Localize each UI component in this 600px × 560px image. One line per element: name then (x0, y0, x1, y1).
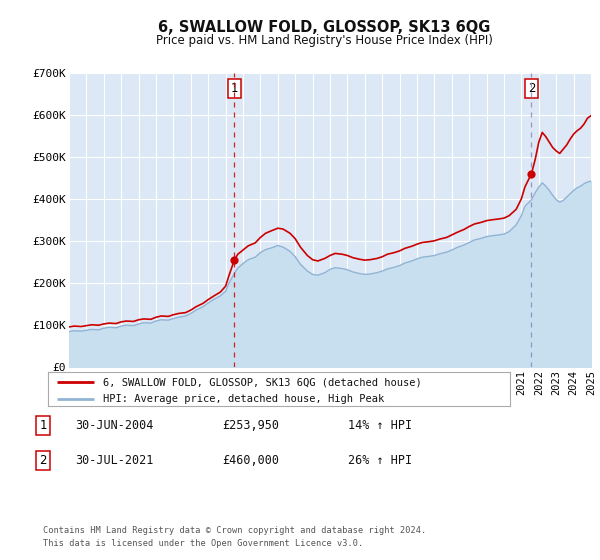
Point (527, 169, 536, 178)
Text: Price paid vs. HM Land Registry's House Price Index (HPI): Price paid vs. HM Land Registry's House … (155, 34, 493, 46)
Text: £460,000: £460,000 (222, 454, 279, 467)
Text: 2: 2 (40, 454, 47, 467)
Point (229, 256, 239, 265)
Text: HPI: Average price, detached house, High Peak: HPI: Average price, detached house, High… (103, 394, 385, 404)
Text: 1: 1 (230, 82, 238, 95)
Text: 6, SWALLOW FOLD, GLOSSOP, SK13 6QG (detached house): 6, SWALLOW FOLD, GLOSSOP, SK13 6QG (deta… (103, 377, 422, 388)
Text: 30-JUL-2021: 30-JUL-2021 (75, 454, 154, 467)
Text: 1: 1 (40, 419, 47, 432)
Text: 14% ↑ HPI: 14% ↑ HPI (348, 419, 412, 432)
Text: Contains HM Land Registry data © Crown copyright and database right 2024.
This d: Contains HM Land Registry data © Crown c… (43, 526, 427, 548)
Text: £253,950: £253,950 (222, 419, 279, 432)
Text: 30-JUN-2004: 30-JUN-2004 (75, 419, 154, 432)
Text: 6, SWALLOW FOLD, GLOSSOP, SK13 6QG: 6, SWALLOW FOLD, GLOSSOP, SK13 6QG (158, 20, 490, 35)
Text: 26% ↑ HPI: 26% ↑ HPI (348, 454, 412, 467)
Text: 2: 2 (528, 82, 535, 95)
